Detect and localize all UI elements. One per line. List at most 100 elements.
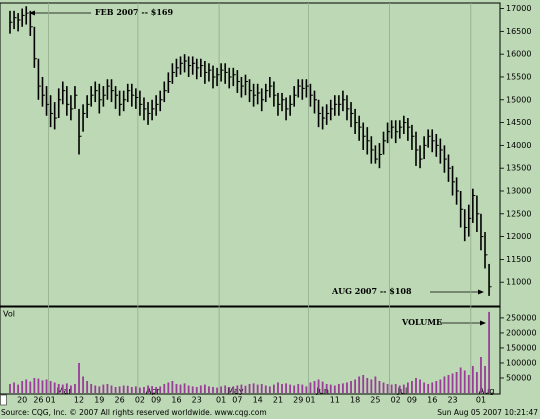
x-tick-label: 26 — [33, 396, 43, 405]
volume-bar — [419, 379, 421, 393]
volume-bar — [484, 365, 486, 393]
annotation: AUG 2007 -- $108 — [331, 286, 412, 296]
volume-bar — [289, 384, 292, 393]
x-tick-label: 01 — [476, 396, 486, 405]
y-tick-label: 16500 — [506, 27, 531, 36]
volume-bar — [94, 385, 97, 393]
volume-bar — [74, 383, 76, 393]
scroll-box — [0, 394, 7, 406]
x-tick-label: 07 — [232, 396, 242, 405]
volume-bar — [21, 380, 24, 393]
volume-bar — [443, 376, 446, 393]
volume-bar — [228, 386, 231, 393]
volume-bar — [264, 385, 267, 393]
volume-bar — [427, 383, 430, 393]
volume-bar — [57, 383, 60, 393]
volume-bar — [325, 383, 328, 393]
volume-bar — [378, 380, 381, 393]
x-tick-label: 12 — [74, 396, 84, 405]
volume-bar — [102, 384, 105, 393]
y-tick-label: 12000 — [506, 232, 531, 241]
month-label: Mar — [57, 387, 73, 396]
y-tick-label: 14500 — [506, 118, 531, 127]
x-tick-label: 25 — [370, 396, 380, 405]
volume-bar — [467, 374, 470, 393]
y-tick-label: 15000 — [506, 95, 531, 104]
volume-bar — [439, 379, 442, 393]
month-label: May — [227, 387, 244, 396]
volume-bar — [106, 383, 109, 393]
source: Source: CQG, Inc. © 2007 All rights rese… — [1, 408, 267, 417]
volume-bar — [61, 384, 64, 393]
volume-bar — [9, 383, 11, 393]
x-tick-label: 29 — [293, 396, 303, 405]
volume-bar — [488, 311, 490, 393]
volume-bar — [374, 376, 377, 393]
volume-bar — [366, 377, 369, 393]
y-tick-label: 200000 — [506, 328, 537, 337]
volume-bar — [297, 383, 300, 393]
volume-bar — [183, 383, 186, 393]
volume-bar — [394, 383, 397, 393]
volume-bar — [370, 379, 373, 393]
volume-bar — [37, 378, 40, 393]
volume-bar — [167, 382, 170, 393]
volume-bar — [333, 385, 336, 393]
volume-bar — [248, 383, 251, 393]
month-label: Jul — [397, 387, 408, 396]
volume-bar — [329, 384, 332, 393]
volume-bar — [256, 384, 259, 393]
x-tick-label: 02 — [135, 396, 145, 405]
volume-bar — [358, 376, 361, 393]
x-tick-label: 01 — [216, 396, 226, 405]
x-tick-label: 18 — [350, 396, 360, 405]
y-tick-label: 100000 — [506, 358, 537, 367]
volume-bar — [159, 386, 162, 393]
volume-bar — [70, 385, 72, 393]
x-tick-label: 26 — [115, 396, 125, 405]
volume-panel — [0, 306, 501, 395]
volume-bar — [53, 382, 56, 393]
volume-bar — [480, 356, 482, 393]
month-label: Aug — [479, 387, 495, 396]
volume-bar — [455, 371, 458, 393]
volume-bar — [195, 386, 198, 393]
x-tick-label: 16 — [427, 396, 437, 405]
volume-bar — [244, 385, 247, 393]
x-tick-label: 16 — [171, 396, 181, 405]
x-tick-label: 01 — [46, 396, 56, 405]
volume-bar — [82, 376, 84, 393]
volume-bar — [317, 379, 320, 393]
y-tick-label: 50000 — [506, 373, 531, 382]
volume-bar — [203, 384, 206, 393]
volume-bar — [451, 373, 454, 393]
y-tick-label: 150000 — [506, 343, 537, 352]
volume-bar — [29, 381, 32, 393]
volume-bar — [431, 382, 434, 393]
y-tick-label: 11000 — [506, 278, 531, 287]
y-tick-label: 12500 — [506, 209, 531, 218]
volume-bar — [309, 382, 312, 393]
volume-bar — [151, 386, 153, 393]
annotation: VOLUME — [401, 317, 442, 327]
volume-bar — [471, 365, 474, 393]
volume-bar — [350, 380, 352, 393]
x-tick-label: 11 — [330, 396, 340, 405]
timestamp: Sun Aug 05 2007 10:21:47 — [437, 408, 538, 417]
volume-bar — [118, 386, 121, 393]
x-tick-label: 23 — [447, 396, 457, 405]
volume-bar — [386, 383, 389, 393]
volume-bar — [179, 384, 182, 393]
y-tick-label: 14000 — [506, 141, 531, 150]
volume-bar — [49, 380, 52, 393]
volume-bar — [175, 383, 178, 393]
volume-bar — [143, 386, 145, 393]
volume-bar — [463, 370, 466, 393]
volume-bar — [216, 387, 218, 393]
volume-bar — [423, 382, 426, 393]
volume-bar — [33, 377, 36, 393]
x-tick-label: 21 — [273, 396, 283, 405]
volume-bar — [447, 374, 450, 393]
volume-bar — [273, 384, 275, 393]
